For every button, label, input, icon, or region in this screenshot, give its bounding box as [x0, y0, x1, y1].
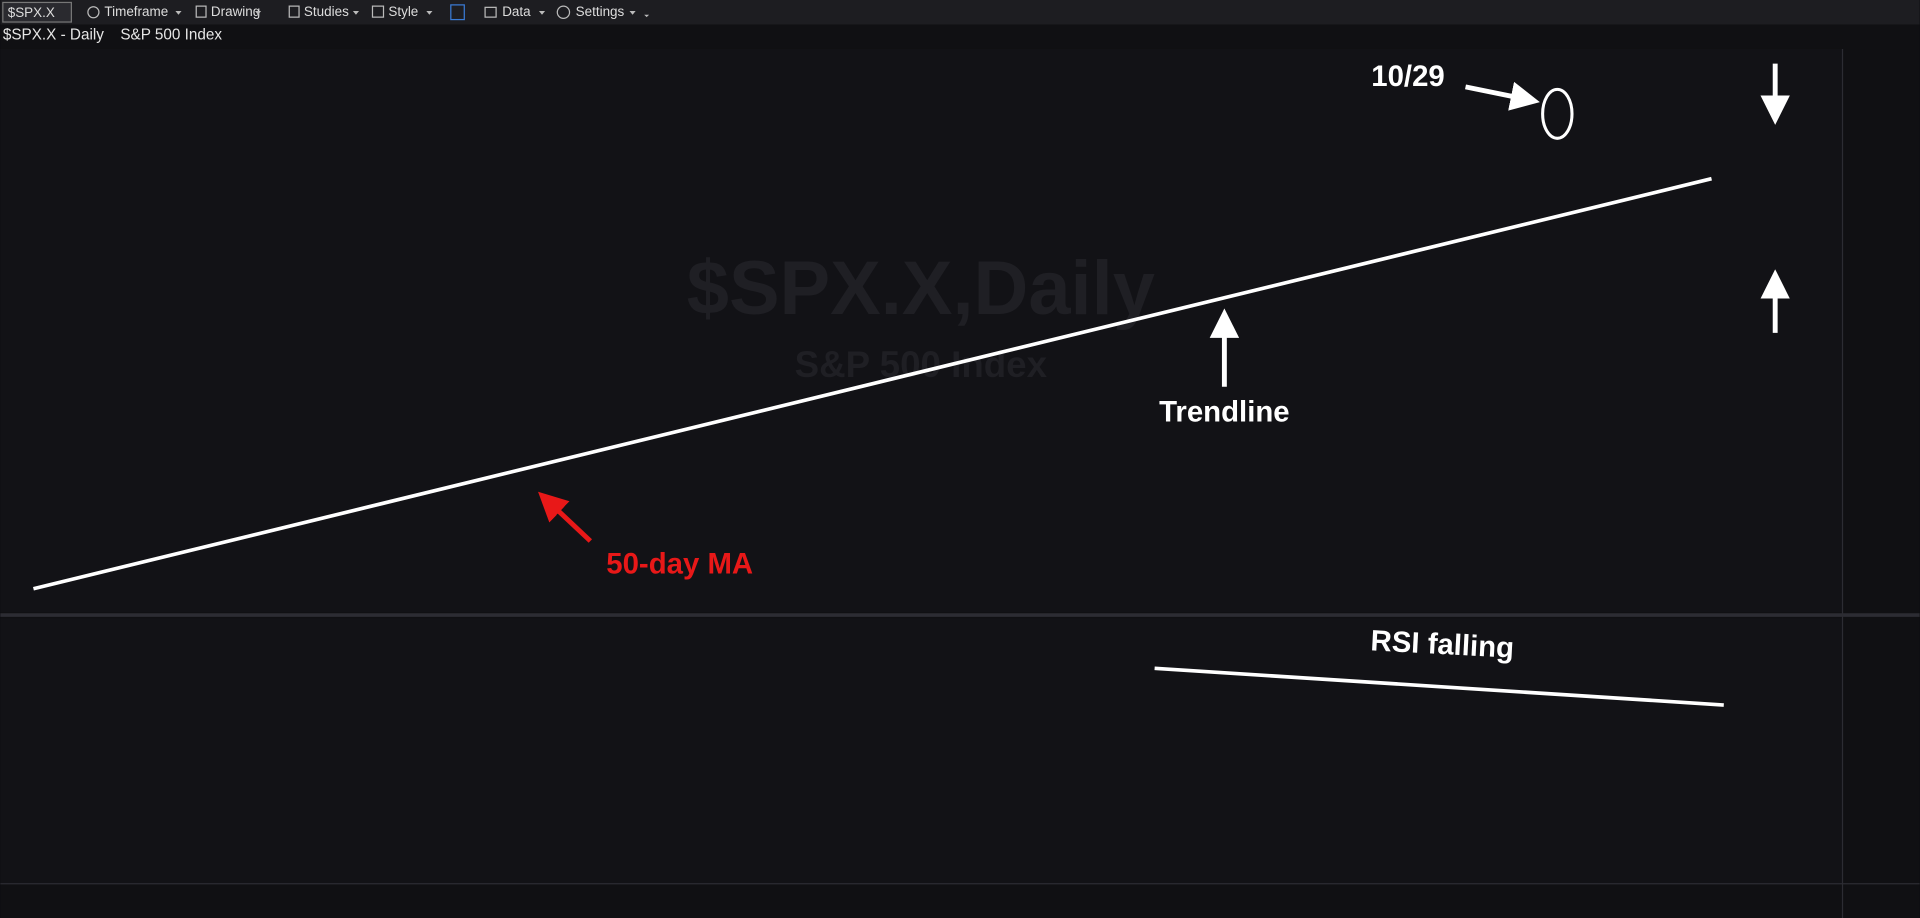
- annotation: 50-day MA: [606, 547, 753, 580]
- arrow: [1465, 81, 1540, 111]
- toolbar-icons: [87, 4, 650, 21]
- symbol-box[interactable]: [2, 1, 72, 23]
- drawings: 10/29 Trendline 50-day MA RSI falling: [32, 60, 1790, 707]
- toolbar-item[interactable]: Settings: [576, 4, 625, 19]
- arrow: [538, 491, 593, 543]
- rsi-trendline: [1154, 666, 1724, 707]
- toolbar-item[interactable]: Studies: [304, 4, 349, 19]
- toolbar-item[interactable]: Data: [502, 4, 531, 19]
- trendline: [32, 176, 1712, 591]
- highlight-circle: [1541, 87, 1574, 140]
- price-panel: [0, 48, 1843, 612]
- toolbar-item[interactable]: Style: [388, 4, 418, 19]
- symbol[interactable]: $SPX.X: [8, 5, 55, 20]
- toolbar: [0, 0, 1920, 25]
- annotation: RSI falling: [1370, 624, 1515, 664]
- toolbar-item[interactable]: Timeframe: [104, 4, 168, 19]
- rsi-panel: [0, 618, 1843, 884]
- annotation: 10/29: [1371, 60, 1444, 93]
- chart-subtitle: S&P 500 Index: [120, 27, 222, 44]
- watermark: $SPX.X,Daily: [687, 246, 1155, 331]
- chart-title: $SPX.X - Daily: [3, 27, 104, 44]
- annotation: Trendline: [1159, 395, 1290, 428]
- toolbar-item[interactable]: Drawing: [211, 4, 260, 19]
